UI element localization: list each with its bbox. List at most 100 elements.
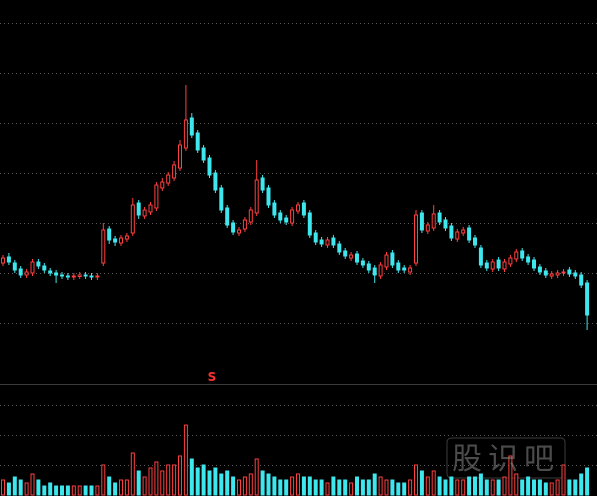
volume-bar <box>195 467 200 496</box>
candle-body <box>18 268 23 276</box>
volume-bar <box>48 482 53 496</box>
volume-bar <box>248 473 253 496</box>
volume-bar <box>555 479 560 496</box>
volume-bar <box>189 458 194 496</box>
candle-body <box>30 261 35 274</box>
volume-bar <box>402 482 407 496</box>
volume-bar <box>77 485 82 496</box>
candle-body <box>130 204 135 234</box>
volume-bar <box>520 479 525 496</box>
candle-body <box>349 254 354 259</box>
volume-bar <box>178 455 182 496</box>
candle-body <box>154 184 159 209</box>
volume-bar <box>549 482 554 496</box>
volume-bar <box>260 470 265 496</box>
candle-body <box>496 259 501 269</box>
volume-bar <box>12 476 17 496</box>
volume-bar <box>384 479 389 496</box>
candle-body <box>207 157 212 176</box>
volume-bar <box>319 479 324 496</box>
volume-bar <box>437 476 442 496</box>
candle-body <box>107 228 112 241</box>
candle-body <box>54 272 59 276</box>
candle-body <box>461 229 466 234</box>
volume-bar <box>378 476 383 496</box>
volume-bar <box>284 479 289 496</box>
volume-bar <box>366 479 371 496</box>
volume-bar <box>172 464 177 496</box>
volume-bar <box>183 424 188 496</box>
volume-bar <box>65 485 70 496</box>
candle-body <box>331 237 336 246</box>
candle-body <box>101 229 106 264</box>
candle-body <box>573 272 578 277</box>
volume-bar <box>24 482 29 496</box>
volume-bar <box>266 473 271 496</box>
candle-body <box>555 272 560 276</box>
candle-body <box>437 212 442 223</box>
candle-body <box>526 256 531 263</box>
volume-bar <box>455 479 460 496</box>
volume-bar <box>207 470 212 496</box>
volume-bar <box>237 479 241 496</box>
volume-bar <box>390 479 395 496</box>
candle-body <box>455 231 460 240</box>
candle-body <box>543 270 548 276</box>
volume-bar <box>372 473 377 496</box>
candle-body <box>502 261 507 270</box>
candle-body <box>366 263 371 271</box>
candle-body <box>355 253 359 263</box>
candle-body <box>402 267 407 271</box>
volume-bar <box>355 476 359 496</box>
candle-body <box>124 235 129 240</box>
candle-body <box>213 172 218 191</box>
candle-body <box>473 237 477 246</box>
volume-bar <box>502 476 507 496</box>
candle-body <box>24 271 29 276</box>
candle-body <box>567 269 572 275</box>
volume-bar <box>89 485 94 496</box>
volume-bar <box>301 476 306 496</box>
volume-bar <box>225 470 230 496</box>
volume-bar <box>296 473 300 496</box>
candle-body <box>242 219 247 230</box>
volume-bar <box>579 473 584 496</box>
volume-bar <box>18 479 23 496</box>
candle-body <box>514 251 519 260</box>
volume-bar <box>561 464 566 496</box>
volume-bar <box>490 479 495 496</box>
volume-bar <box>154 461 159 496</box>
candle-body <box>549 273 554 277</box>
candle-body <box>266 187 271 206</box>
volume-bar <box>290 476 295 496</box>
volume-bar <box>1 479 5 496</box>
candle-body <box>449 225 454 239</box>
volume-bar <box>95 485 100 496</box>
volume-bar <box>231 476 236 496</box>
candle-body <box>425 224 430 232</box>
volume-bar <box>543 482 548 496</box>
volume-bar <box>148 467 153 496</box>
candle-body <box>579 274 584 286</box>
volume-bar <box>124 479 129 496</box>
volume-bar <box>242 476 247 496</box>
candle-body <box>89 275 94 278</box>
volume-bar <box>425 476 430 496</box>
candle-body <box>12 262 17 271</box>
candle-body <box>384 254 389 268</box>
candle-body <box>178 144 182 169</box>
volume-bar <box>585 467 590 496</box>
candle-body <box>278 212 283 221</box>
candle-body <box>414 214 418 264</box>
candle-body <box>42 265 47 271</box>
volume-bar <box>101 464 106 496</box>
candle-body <box>307 212 312 236</box>
volume-bar <box>514 473 519 496</box>
candle-body <box>237 229 241 234</box>
candle-body <box>537 266 542 273</box>
volume-bar <box>83 485 88 496</box>
candle-body <box>172 164 177 179</box>
candle-body <box>219 187 224 211</box>
